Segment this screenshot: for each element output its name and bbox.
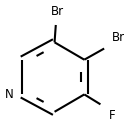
Text: Br: Br [50,5,64,18]
Text: N: N [5,88,14,101]
Text: F: F [109,109,116,122]
Text: Br: Br [112,31,124,44]
